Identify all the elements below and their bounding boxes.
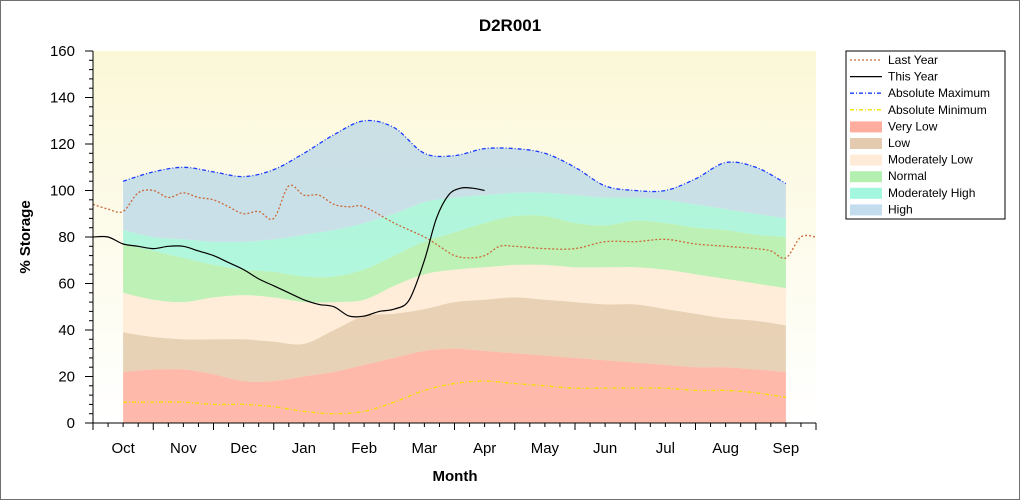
x-tick-label: Jun [593,440,617,457]
legend: Last Year This Year Absolute Maximum Absolu… [845,50,1006,220]
legend-label-this-year: This Year [888,70,938,84]
legend-label-low: Low [888,136,910,150]
legend-label-normal: Normal [888,169,927,183]
legend-label-very-low: Very Low [888,119,938,133]
x-tick-label: Mar [411,440,437,457]
series-absolute-maximum [122,119,787,193]
y-tick-label: 60 [58,276,75,293]
x-tick-label: Jan [292,440,316,457]
band-very-low [123,348,786,423]
band-normal [123,215,786,303]
x-tick-label: May [531,440,560,457]
band-moderately-high [123,192,786,278]
series-lines [92,119,817,415]
x-tick-label: Dec [230,440,257,457]
x-tick-label: Sep [773,440,800,457]
series-this-year [92,186,485,318]
legend-label-high: High [888,202,913,216]
band-areas [123,120,786,423]
y-tick-label: 20 [58,369,75,386]
y-tick-label: 0 [67,415,75,432]
x-tick-label: Nov [170,440,197,457]
y-tick-label: 140 [50,90,75,107]
legend-swatch-very-low [850,121,882,133]
legend-swatch-moderately-low [850,154,882,166]
legend-label-absolute-maximum: Absolute Maximum [888,86,990,100]
x-axis-title: Month [433,468,478,485]
legend-swatch-low [850,138,882,149]
y-tick-label: 80 [58,229,75,246]
y-tick-label: 100 [50,183,75,200]
x-tick-label: Apr [473,440,496,457]
axes: 0 20 40 60 80 100 120 140 160 Oct Nov Dec Jan Feb Mar A… [50,43,817,457]
chart-title: D2R001 [479,16,541,35]
band-high [123,120,786,242]
y-axis-title: % Storage [17,200,34,273]
y-tick-label: 160 [50,43,75,60]
band-moderately-low [123,264,786,345]
series-absolute-minimum [123,380,787,415]
band-low [123,297,786,382]
legend-label-moderately-low: Moderately Low [888,153,973,167]
x-tick-label: Feb [351,440,377,457]
x-tick-label: Oct [111,440,135,457]
legend-swatch-normal [850,171,882,183]
y-tick-label: 120 [50,136,75,153]
x-tick-label: Jul [656,440,675,457]
x-tick-label: Aug [712,440,739,457]
legend-label-absolute-minimum: Absolute Minimum [888,103,987,117]
legend-label-moderately-high: Moderately High [888,186,975,200]
series-last-year [92,184,817,259]
legend-swatch-high [850,204,882,216]
legend-swatch-moderately-high [850,187,882,199]
legend-label-last-year: Last Year [888,53,938,67]
y-tick-label: 40 [58,322,75,339]
